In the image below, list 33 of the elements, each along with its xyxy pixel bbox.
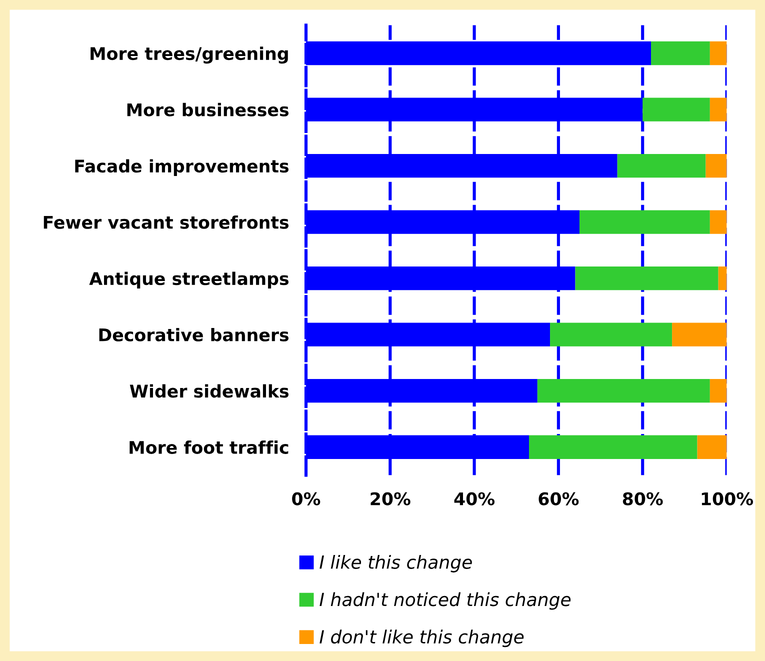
bar [617,154,706,178]
bar [651,41,710,66]
legend-label: I like this change [320,554,472,572]
y-tick-label: Fewer vacant storefronts [44,215,289,229]
y-tick-label: Wider sidewalks [130,384,289,398]
bar [710,98,727,122]
bar [642,98,710,122]
y-tick-label: Facade improvements [75,159,289,176]
bar [529,435,698,459]
legend-label: I don't like this change [320,630,524,648]
x-tick-label: 0% [292,492,320,506]
y-tick-label: Antique streetlamps [89,272,289,289]
bar [718,266,727,290]
bar [710,41,727,66]
x-tick-label: 20% [370,492,410,506]
bar [575,266,718,290]
x-tick-label: 60% [538,492,579,506]
x-tick-label: 40% [454,492,495,506]
bar [710,379,727,403]
bar [672,322,727,346]
bar [706,154,727,178]
x-tick-label: 80% [622,492,663,506]
bar [537,379,710,403]
y-tick-label: Decorative banners [99,328,289,342]
y-tick-label: More foot traffic [130,440,288,454]
bar [697,435,727,459]
y-tick-label: More trees/greening [90,46,288,64]
bar [579,210,710,234]
x-tick-label: 100% [702,492,754,506]
bar [710,210,727,234]
bar [550,322,672,346]
y-tick-label: More businesses [127,102,289,116]
legend-label: I hadn't noticed this change [320,592,571,610]
